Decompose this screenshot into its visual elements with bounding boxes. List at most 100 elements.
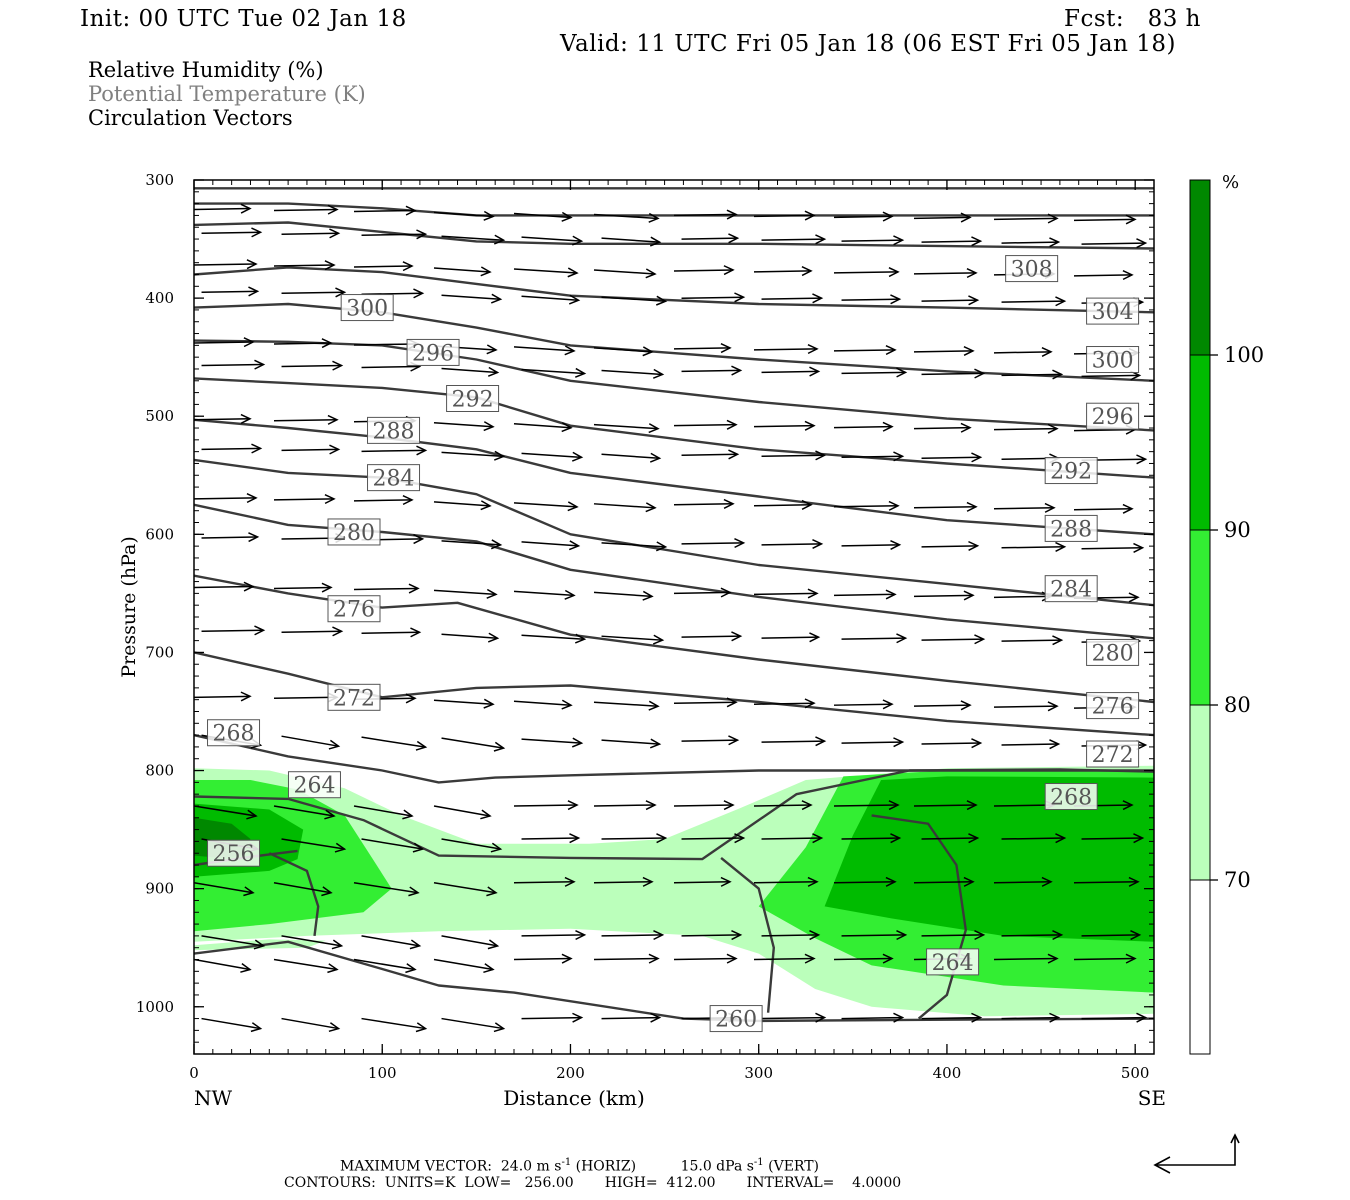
vector-arrow-101 xyxy=(593,502,657,513)
svg-text:300: 300 xyxy=(1092,349,1134,374)
vector-arrow-215 xyxy=(1081,930,1142,941)
vector-arrow-153 xyxy=(913,700,972,711)
vector-arrow-8 xyxy=(833,211,894,222)
vector-arrow-218 xyxy=(353,958,417,974)
contour-label-272: 272 xyxy=(327,683,381,711)
vector-arrow-157 xyxy=(281,735,341,750)
svg-text:296: 296 xyxy=(412,341,454,366)
vector-arrow-231 xyxy=(441,1017,506,1033)
vector-arrow-56 xyxy=(833,344,897,356)
vector-arrow-20 xyxy=(841,235,905,246)
vector-arrow-162 xyxy=(681,735,740,746)
vector-arrow-21 xyxy=(921,236,983,247)
vector-arrow-87 xyxy=(441,450,506,461)
contour-label-284: 284 xyxy=(1044,575,1098,603)
se-end-label: SE xyxy=(1138,1086,1166,1110)
vector-arrow-138 xyxy=(681,631,743,642)
vector-arrow-91 xyxy=(761,450,827,461)
vector-arrow-237 xyxy=(921,1012,983,1023)
colorbar: 70 80 90 100% xyxy=(1189,172,1264,1055)
contour-labels: 308 304 300 300 296 296 292 292 288 288 284 284 280 2… xyxy=(207,255,1140,1033)
svg-text:292: 292 xyxy=(1050,460,1092,485)
vector-arrow-164 xyxy=(841,737,905,748)
colorbar-label-100: 100 xyxy=(1224,343,1264,367)
vector-arrow-57 xyxy=(913,345,975,357)
vector-arrow-54 xyxy=(673,343,732,354)
vector-arrow-219 xyxy=(433,958,495,974)
vector-arrow-7 xyxy=(753,210,816,221)
vector-arrow-217 xyxy=(273,958,339,974)
contour-label-292: 292 xyxy=(1044,457,1098,485)
vector-arrow-202 xyxy=(993,876,1053,887)
colorbar-segment-1 xyxy=(1189,704,1211,881)
contour-label-296: 296 xyxy=(1086,402,1140,430)
y-axis-label: Pressure (hPa) xyxy=(118,536,140,678)
isentrope-292 xyxy=(194,377,1154,479)
contour-info-line: CONTOURS: UNITS=K LOW= 256.00 HIGH= 412.… xyxy=(284,1175,902,1191)
max-vector-horiz: 24.0 m s xyxy=(500,1158,562,1175)
vector-arrow-129 xyxy=(913,590,975,601)
y-tick-label: 600 xyxy=(145,525,174,543)
vector-arrow-194 xyxy=(353,882,420,897)
vector-arrow-81 xyxy=(913,422,972,433)
contour-label-300: 300 xyxy=(1086,346,1140,374)
vector-arrow-220 xyxy=(513,953,573,964)
vector-arrow-61 xyxy=(281,360,344,371)
valid-time: Valid: 11 UTC Fri 05 Jan 18 (06 EST Fri … xyxy=(560,31,1176,57)
vector-arrow-31 xyxy=(753,266,813,277)
vector-arrow-55 xyxy=(753,343,819,355)
vector-arrow-102 xyxy=(673,498,735,509)
vector-arrow-63 xyxy=(441,366,500,377)
vector-arrow-17 xyxy=(601,236,662,247)
vector-arrow-204 xyxy=(201,935,266,950)
vector-arrow-183 xyxy=(441,838,503,853)
vector-arrow-185 xyxy=(601,833,668,844)
vector-arrow-117 xyxy=(921,540,980,551)
svg-text:288: 288 xyxy=(373,419,415,444)
vector-arrow-232 xyxy=(521,1012,584,1023)
vector-arrow-239 xyxy=(1081,1012,1148,1023)
vector-arrow-0 xyxy=(194,203,252,214)
vector-arrow-191 xyxy=(1081,833,1145,844)
forecast-hour: Fcst: 83 h xyxy=(1064,6,1201,32)
vector-arrow-46 xyxy=(1001,296,1067,307)
vector-arrow-216 xyxy=(194,958,252,973)
vector-arrow-221 xyxy=(593,953,660,964)
vector-arrow-205 xyxy=(281,935,344,950)
vector-arrow-98 xyxy=(353,494,414,506)
vector-arrow-168 xyxy=(194,805,258,820)
isentrope-304 xyxy=(194,266,1154,314)
vector-arrow-147 xyxy=(433,698,495,709)
isentrope-260-branch xyxy=(720,856,776,1013)
vector-arrow-37 xyxy=(281,287,347,298)
vector-arrow-100 xyxy=(513,501,579,512)
isentrope-280 xyxy=(194,503,1154,640)
vector-arrow-170 xyxy=(353,805,414,820)
svg-text:276: 276 xyxy=(1092,695,1134,720)
contour-label-276: 276 xyxy=(1086,692,1140,720)
y-tick-label: 400 xyxy=(145,289,174,307)
vector-arrow-193 xyxy=(273,882,333,897)
vector-arrow-48 xyxy=(194,337,255,348)
contour-label-300: 300 xyxy=(340,294,394,322)
vector-arrow-14 xyxy=(361,229,428,240)
vector-arrow-99 xyxy=(433,500,492,511)
svg-text:260: 260 xyxy=(715,1008,757,1033)
vector-arrow-226 xyxy=(993,953,1059,964)
vector-arrow-174 xyxy=(673,800,735,811)
contour-label-280: 280 xyxy=(1086,638,1140,666)
vector-arrow-116 xyxy=(841,539,902,551)
vector-arrow-127 xyxy=(753,588,819,599)
vector-arrow-195 xyxy=(433,882,498,897)
vector-arrow-200 xyxy=(833,876,897,887)
vector-arrow-93 xyxy=(921,452,983,463)
colorbar-segment-0 xyxy=(1189,879,1211,1055)
contour-label-272: 272 xyxy=(1086,740,1140,768)
svg-text:304: 304 xyxy=(1092,300,1134,325)
vector-arrow-26 xyxy=(353,261,414,272)
vector-arrow-159 xyxy=(441,737,506,752)
vector-arrow-119 xyxy=(1081,542,1145,553)
vector-arrow-125 xyxy=(593,590,654,601)
vector-arrow-2 xyxy=(353,205,417,216)
